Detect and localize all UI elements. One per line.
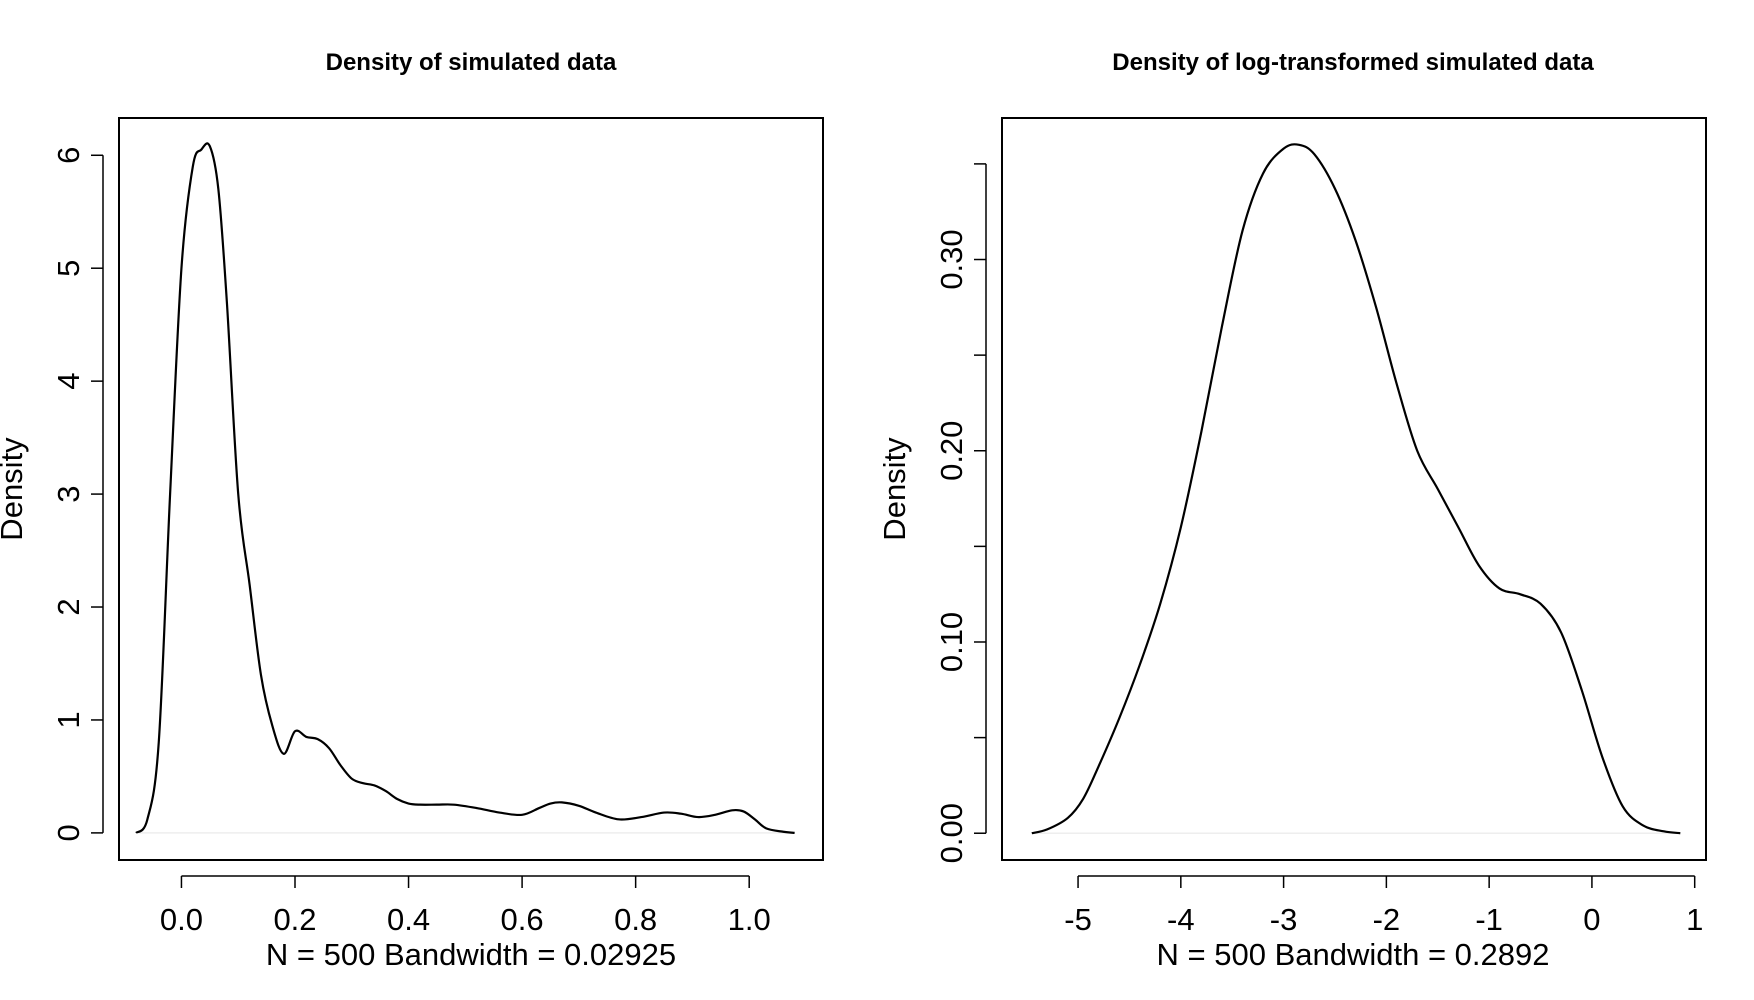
x-axis: 0.0 0.2 0.4 0.6 0.8 1.0 — [160, 875, 771, 937]
x-axis-label: N = 500 Bandwidth = 0.02925 — [266, 937, 676, 972]
x-tick-label: 0.8 — [614, 902, 657, 937]
density-curve — [1031, 143, 1681, 835]
y-tick-label: 0.30 — [934, 229, 969, 289]
x-tick-label: 0 — [1583, 902, 1600, 937]
chart-title: Density of log-transformed simulated dat… — [1112, 49, 1594, 76]
x-tick-label: 1 — [1686, 902, 1703, 937]
x-axis-label: N = 500 Bandwidth = 0.2892 — [1157, 937, 1550, 972]
y-axis: 0 1 2 3 4 5 6 — [51, 147, 104, 842]
x-tick-label: 0.0 — [160, 902, 203, 937]
x-tick-label: -5 — [1064, 902, 1092, 937]
y-tick-label: 0.10 — [934, 612, 969, 672]
y-tick-label: 6 — [51, 147, 86, 164]
y-tick-label: 0.20 — [934, 421, 969, 481]
x-tick-label: -4 — [1167, 902, 1195, 937]
x-tick-label: -1 — [1475, 902, 1503, 937]
x-tick-label: 0.4 — [387, 902, 430, 937]
density-curve — [135, 142, 795, 834]
y-tick-label: 4 — [51, 373, 86, 390]
plot-frame — [118, 117, 824, 861]
x-tick-label: -2 — [1373, 902, 1401, 937]
x-tick-label: 0.6 — [501, 902, 544, 937]
y-tick-label: 5 — [51, 260, 86, 277]
y-tick-label: 1 — [51, 711, 86, 728]
chart-title: Density of simulated data — [326, 49, 617, 76]
x-tick-label: -3 — [1270, 902, 1298, 937]
density-plot-raw: Density of simulated data 0.0 0.2 0.4 0.6 0.… — [0, 49, 824, 972]
y-axis-label: Density — [0, 437, 29, 541]
y-axis: 0.00 0.10 0.20 0.30 — [934, 163, 987, 863]
x-tick-label: 1.0 — [728, 902, 771, 937]
x-axis: -5 -4 -3 -2 -1 0 1 — [1064, 875, 1703, 937]
x-tick-label: 0.2 — [273, 902, 316, 937]
y-tick-label: 0 — [51, 824, 86, 841]
plot-frame — [1001, 117, 1707, 861]
y-tick-label: 0.00 — [934, 803, 969, 863]
y-tick-label: 3 — [51, 485, 86, 502]
density-plot-log: Density of log-transformed simulated dat… — [877, 49, 1707, 972]
y-axis-label: Density — [877, 437, 912, 541]
y-tick-label: 2 — [51, 598, 86, 615]
